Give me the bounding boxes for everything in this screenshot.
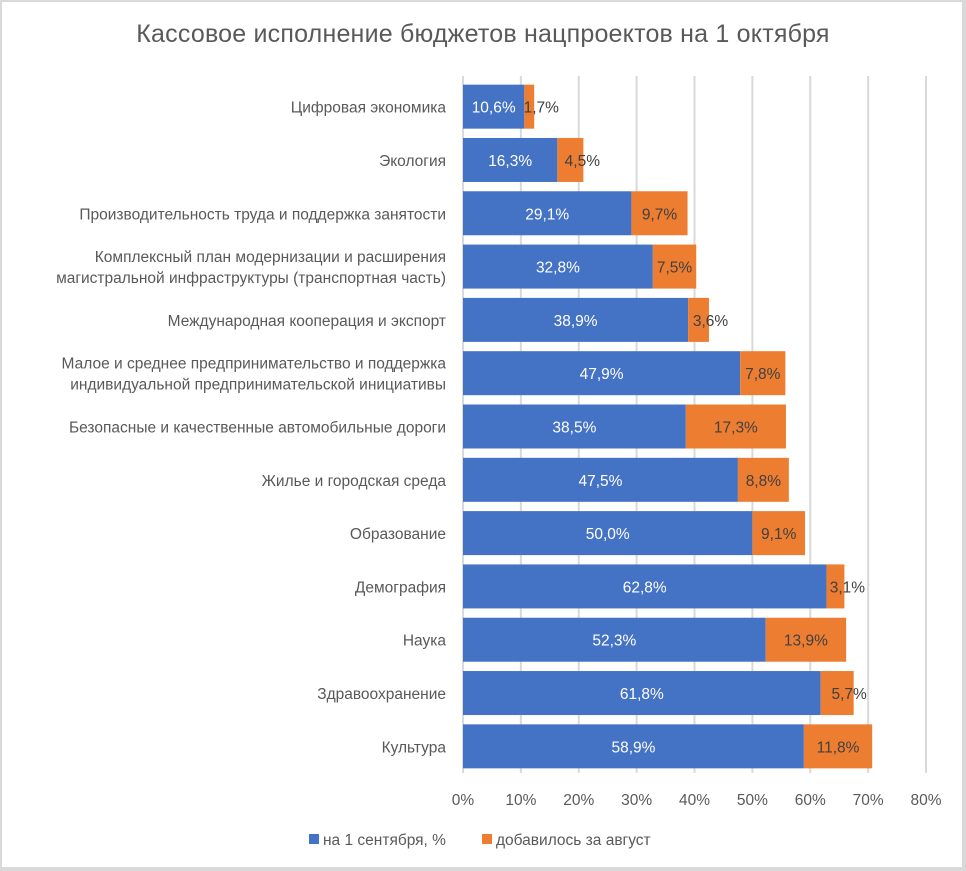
data-label: 7,8%: [745, 366, 781, 383]
legend: на 1 сентября, % добавилось за август: [309, 832, 651, 849]
bar-segment-series-1: [463, 617, 766, 662]
data-label: 9,7%: [642, 206, 678, 223]
data-label: 52,3%: [592, 633, 636, 650]
category-label: Комплексный план модернизации и расширен…: [95, 249, 446, 266]
category-label: Жилье и городская среда: [262, 473, 447, 490]
bar-segment-series-2: [652, 244, 697, 289]
category-label: Наука: [403, 633, 447, 650]
x-tick-label: 70%: [853, 792, 884, 809]
bar-segment-series-2: [688, 297, 709, 342]
bar-segment-series-2: [685, 404, 786, 449]
category-label: Образование: [350, 526, 446, 543]
bar-segment-series-2: [752, 511, 806, 556]
data-label: 17,3%: [714, 420, 758, 437]
category-label: Производительность труда и поддержка зан…: [79, 206, 446, 223]
legend-swatch-series-1: [309, 834, 319, 844]
category-label: Демография: [355, 579, 446, 596]
data-label: 47,9%: [580, 366, 624, 383]
data-label: 1,7%: [524, 100, 560, 117]
x-tick-label: 40%: [679, 792, 710, 809]
data-label: 4,5%: [565, 153, 601, 170]
category-label: Безопасные и качественные автомобильные …: [69, 420, 446, 437]
bar-segment-series-1: [463, 137, 558, 182]
category-label: индивидуальной предпринимательской иници…: [70, 377, 446, 394]
legend-swatch-series-2: [482, 834, 492, 844]
x-tick-label: 50%: [737, 792, 768, 809]
bar-segment-series-1: [463, 297, 689, 342]
x-tick-label: 60%: [795, 792, 826, 809]
data-label: 8,8%: [746, 473, 782, 490]
bar-segment-series-2: [524, 84, 535, 129]
bar-segment-series-2: [826, 564, 845, 609]
x-tick-label: 20%: [563, 792, 594, 809]
bar-segment-series-2: [737, 457, 789, 502]
category-label: Здравоохранение: [317, 686, 446, 703]
category-labels: Цифровая экономика Экология Производительн…: [56, 100, 446, 757]
bar-segment-series-1: [463, 404, 686, 449]
data-label: 47,5%: [578, 473, 622, 490]
data-label: 38,9%: [554, 313, 598, 330]
legend-label-series-1: на 1 сентября, %: [323, 832, 446, 849]
category-label: Цифровая экономика: [291, 100, 447, 117]
data-label: 11,8%: [817, 739, 860, 756]
data-label: 16,3%: [488, 153, 532, 170]
x-axis-ticks: 0% 10% 20% 30% 40% 50% 60% 70% 80%: [452, 792, 942, 809]
category-label: Культура: [382, 739, 447, 756]
data-label: 7,5%: [657, 260, 693, 277]
data-label: 50,0%: [586, 526, 630, 543]
data-label: 3,1%: [830, 579, 866, 596]
x-tick-label: 30%: [621, 792, 652, 809]
chart-title: Кассовое исполнение бюджетов нацпроектов…: [136, 20, 830, 48]
bars: 10,6% 1,7% 16,3% 4,5% 29,1% 9,7% 32,8% 7,5% 38,9…: [463, 84, 873, 769]
data-label: 32,8%: [536, 260, 580, 277]
bar-segment-series-2: [557, 137, 584, 182]
data-label: 62,8%: [623, 579, 667, 596]
bar-segment-series-2: [740, 351, 786, 396]
data-label: 5,7%: [831, 686, 867, 703]
bar-segment-series-1: [463, 191, 632, 236]
bar-segment-series-2: [820, 671, 854, 716]
data-label: 58,9%: [611, 739, 655, 756]
bar-segment-series-1: [463, 351, 741, 396]
bar-segment-series-1: [463, 84, 525, 129]
category-label: магистральной инфраструктуры (транспортн…: [56, 270, 446, 287]
category-label: Международная кооперация и экспорт: [168, 313, 446, 330]
x-tick-label: 80%: [910, 792, 941, 809]
bar-segment-series-2: [631, 191, 688, 236]
bar-segment-series-1: [463, 244, 653, 289]
category-label: Малое и среднее предпринимательство и по…: [62, 356, 447, 373]
bar-segment-series-1: [463, 457, 738, 502]
bar-segment-series-2: [765, 617, 847, 662]
data-label: 61,8%: [620, 686, 664, 703]
data-label: 38,5%: [552, 420, 596, 437]
bar-segment-series-1: [463, 724, 804, 769]
data-label: 9,1%: [761, 526, 797, 543]
data-label: 3,6%: [693, 313, 729, 330]
bar-segment-series-1: [463, 511, 753, 556]
data-label: 13,9%: [784, 633, 828, 650]
bar-segment-series-1: [463, 564, 827, 609]
bar-segment-series-2: [803, 724, 873, 769]
bar-segment-series-1: [463, 671, 821, 716]
data-label: 29,1%: [525, 206, 569, 223]
x-tick-label: 10%: [505, 792, 536, 809]
category-label: Экология: [379, 153, 446, 170]
data-label: 10,6%: [472, 100, 516, 117]
x-tick-label: 0%: [452, 792, 475, 809]
legend-label-series-2: добавилось за август: [496, 832, 651, 849]
